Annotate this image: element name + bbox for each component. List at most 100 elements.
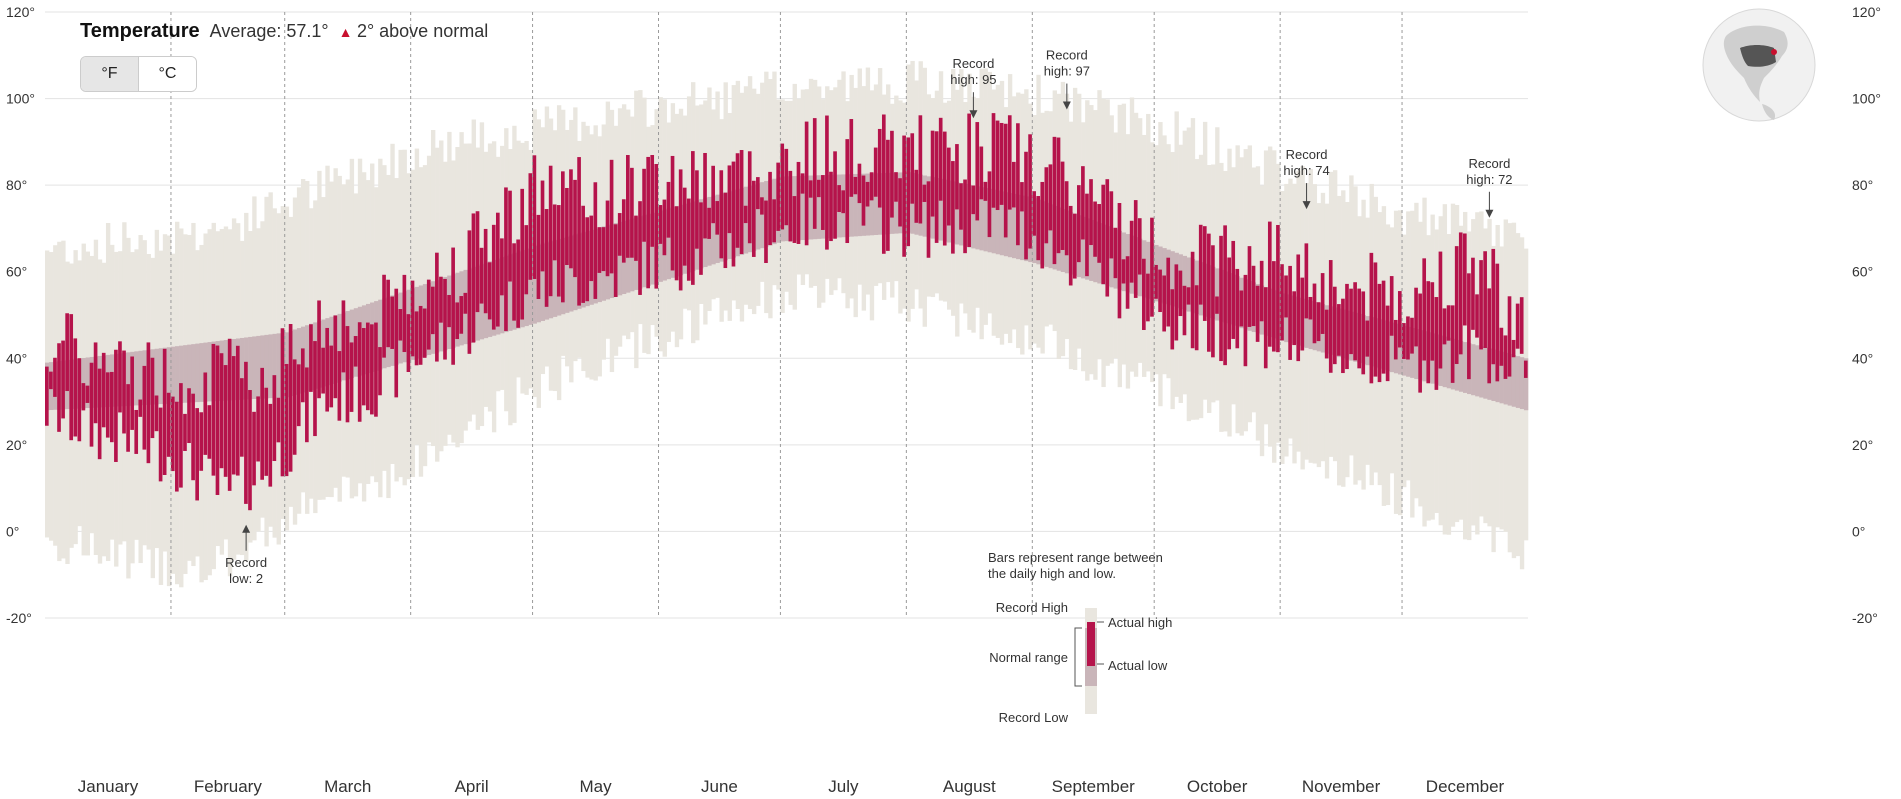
- actual-range-bar: [1207, 233, 1211, 352]
- actual-range-bar: [365, 322, 370, 411]
- celsius-button[interactable]: °C: [138, 57, 196, 91]
- actual-range-bar: [1495, 263, 1500, 382]
- actual-range-bar: [1361, 291, 1366, 375]
- y-tick-label-right: 60°: [1852, 264, 1873, 280]
- actual-range-bar: [1243, 274, 1248, 367]
- normal-range-bar: [183, 345, 188, 403]
- actual-range-bar: [601, 227, 606, 272]
- y-tick-label-left: 20°: [6, 437, 27, 453]
- actual-range-bar: [1170, 289, 1175, 350]
- actual-range-bar: [548, 165, 553, 297]
- actual-range-bar: [386, 279, 390, 348]
- actual-range-bar: [837, 185, 841, 212]
- actual-range-bar: [65, 313, 69, 392]
- normal-range-bar: [1462, 342, 1468, 393]
- y-tick-label-left: 0°: [6, 523, 19, 539]
- actual-range-bar: [1389, 276, 1394, 336]
- actual-range-bar: [1430, 282, 1435, 361]
- record-range-bar: [183, 234, 188, 574]
- normal-range-bar: [1479, 346, 1484, 398]
- actual-range-bar: [565, 187, 569, 265]
- actual-range-bar: [987, 171, 992, 238]
- actual-range-bar: [268, 403, 273, 487]
- actual-range-bar: [1483, 251, 1487, 348]
- actual-range-bar: [288, 324, 293, 472]
- actual-range-bar: [1251, 265, 1256, 327]
- normal-range-bar: [816, 175, 822, 239]
- actual-range-bar: [1414, 287, 1418, 347]
- actual-range-bar: [1052, 136, 1057, 265]
- actual-range-bar: [382, 274, 386, 358]
- actual-range-bar: [825, 115, 829, 250]
- actual-range-bar: [138, 399, 143, 417]
- actual-range-bar: [313, 341, 317, 437]
- actual-range-bar: [240, 378, 244, 457]
- month-label: December: [1426, 777, 1505, 796]
- actual-range-bar: [1056, 137, 1061, 254]
- actual-range-bar: [597, 227, 602, 273]
- y-tick-label-left: 80°: [6, 177, 27, 193]
- actual-range-bar: [1288, 265, 1292, 360]
- normal-range-bar: [756, 183, 761, 250]
- actual-range-bar: [126, 384, 130, 452]
- normal-range-bar: [1454, 339, 1460, 391]
- normal-range-bar: [922, 175, 927, 237]
- anomaly-text: 2° above normal: [356, 21, 489, 41]
- normal-range-bar: [849, 174, 854, 237]
- actual-range-bar: [975, 122, 980, 221]
- normal-range-bar: [552, 240, 558, 317]
- actual-range-bar: [951, 161, 955, 254]
- actual-range-bar: [390, 296, 395, 349]
- actual-range-bar: [97, 368, 102, 460]
- actual-range-bar: [955, 144, 959, 210]
- actual-range-bar: [520, 188, 525, 320]
- actual-range-bar: [1259, 260, 1264, 322]
- normal-range-bar: [154, 348, 160, 405]
- actual-range-bar: [345, 326, 350, 423]
- actual-range-bar: [325, 327, 330, 412]
- actual-range-bar: [654, 163, 659, 289]
- actual-range-bar: [1446, 305, 1451, 341]
- actual-range-bar: [674, 206, 679, 281]
- actual-range-bar: [751, 180, 756, 257]
- actual-range-bar: [252, 411, 256, 486]
- normal-range-bar: [508, 254, 513, 331]
- y-tick-label-right: -20°: [1852, 610, 1878, 626]
- actual-range-bar: [983, 181, 988, 201]
- actual-range-bar: [1133, 200, 1138, 298]
- actual-range-bar: [227, 338, 232, 491]
- actual-range-bar: [902, 135, 906, 257]
- actual-range-bar: [1365, 320, 1370, 357]
- fahrenheit-button[interactable]: °F: [81, 57, 138, 91]
- actual-range-bar: [105, 372, 110, 438]
- actual-range-bar: [1369, 252, 1374, 384]
- actual-range-bar: [930, 130, 935, 217]
- normal-range-bar: [1011, 193, 1017, 259]
- actual-range-bar: [53, 357, 57, 397]
- actual-range-bar: [329, 345, 334, 408]
- actual-range-bar: [670, 155, 675, 271]
- normal-range-bar: [873, 173, 879, 235]
- actual-range-bar: [1158, 269, 1162, 313]
- actual-range-bar: [894, 172, 898, 202]
- actual-range-bar: [1471, 257, 1475, 330]
- actual-range-bar: [906, 137, 911, 247]
- actual-range-bar: [118, 341, 122, 413]
- legend-record-high-label: Record High: [996, 600, 1068, 615]
- average-temperature: Average: 57.1°: [209, 21, 329, 41]
- actual-range-bar: [93, 342, 98, 424]
- actual-range-bar: [833, 151, 837, 239]
- actual-range-bar: [1190, 251, 1195, 349]
- normal-range-bar: [565, 236, 570, 313]
- actual-range-bar: [264, 387, 269, 476]
- actual-range-bar: [1166, 257, 1171, 327]
- actual-range-bars: [45, 113, 1528, 511]
- actual-range-bar: [1434, 297, 1439, 390]
- actual-range-bar: [642, 168, 646, 242]
- actual-range-bar: [300, 348, 305, 403]
- normal-range-bar: [955, 182, 960, 245]
- actual-range-bar: [1077, 185, 1081, 263]
- normal-range-bar: [971, 185, 976, 249]
- normal-range-bar: [983, 188, 988, 252]
- actual-range-bar: [195, 408, 199, 501]
